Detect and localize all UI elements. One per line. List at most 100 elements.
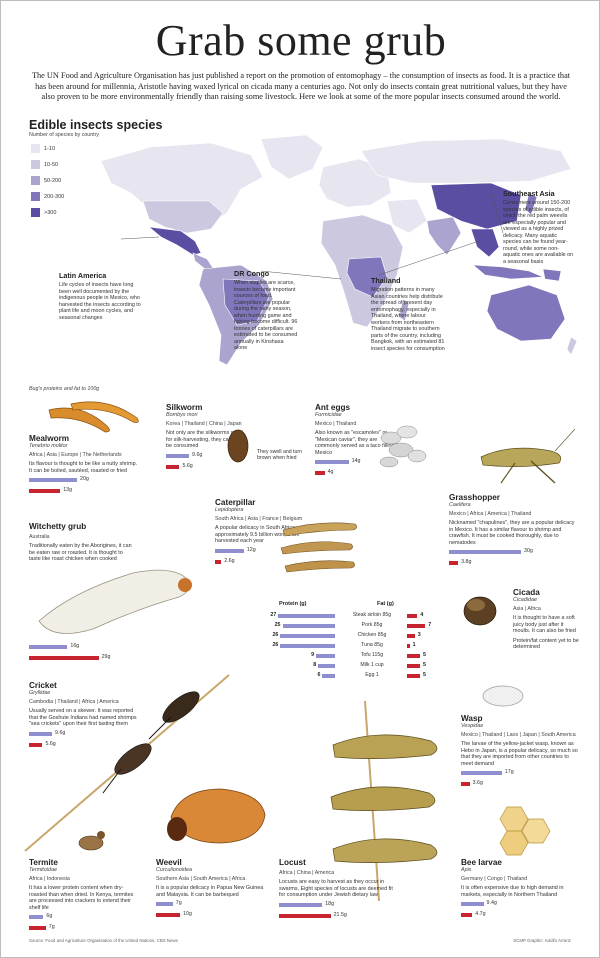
protein-bar [29, 915, 44, 920]
protein-label: 17g [504, 769, 514, 776]
comparison-protein-value: 25 [274, 622, 281, 628]
legend-item: 50-200 [31, 176, 61, 185]
fat-bar [29, 742, 43, 747]
comparison-protein-value: 6 [317, 672, 321, 678]
termite-illustration [78, 831, 105, 851]
usa-shape [142, 200, 224, 234]
map-heading: Edible insects species [29, 118, 163, 132]
insect-weevil: Weevil Curculionoidea Southern Asia | So… [156, 858, 264, 918]
comparison-protein-value: 27 [270, 612, 277, 618]
comparison-protein-bar [322, 674, 335, 678]
australia-shape [486, 284, 566, 342]
fat-bar [461, 782, 470, 787]
comparison-source: Chicken 85g [357, 632, 387, 638]
silkworm-note: They swell and turn brown when fried [257, 449, 302, 462]
comparison-fat-value: 3 [417, 632, 421, 638]
insect-silkworm: Silkworm Bombyx mori Korea | Thailand | … [166, 403, 244, 469]
protein-label: 16g [70, 643, 80, 649]
comparison-fat-bar [407, 634, 415, 638]
cricket-skewer-illustration [24, 674, 230, 852]
indonesia-shape [472, 264, 544, 280]
protein-bar [29, 478, 77, 483]
cicada-illustration [463, 596, 497, 626]
caterpillar-illustration [280, 522, 357, 573]
witchetty-illustration [38, 569, 192, 634]
fat-label: 10g [183, 911, 192, 918]
insect-locust: Locust Africa | China | America Locusts … [279, 858, 393, 918]
brazil-shape [222, 278, 270, 326]
fat-label: 4g [327, 469, 334, 476]
callout-dr-congo: DR Congo When staples are scarce, insect… [234, 269, 298, 351]
protein-bar [461, 771, 502, 776]
legend-item: >300 [31, 208, 56, 217]
fat-label: 2.6g [224, 557, 235, 564]
japan-shape [524, 192, 538, 216]
middle-east-shape [386, 198, 428, 234]
comparison-fat-bar [407, 614, 418, 618]
fat-bar [461, 913, 473, 918]
grasshopper-illustration [480, 428, 576, 484]
comparison-source: Milk 1 cup [360, 662, 384, 668]
fat-bar [449, 561, 459, 566]
fat-label: 5.6g [182, 462, 193, 469]
protein-header: Protein (g) [279, 601, 307, 607]
fat-label: 21.5g [333, 911, 347, 918]
insect-wasp: Wasp Vespidae Mexico | Thailand | Laos |… [461, 714, 578, 787]
comparison-protein-bar [280, 644, 335, 648]
protein-bar [166, 453, 190, 458]
insect-cicada: Cicada Cicadidae Asia | Africa It is tho… [513, 588, 579, 651]
protein-label: 14g [351, 458, 361, 465]
comparison-fat-value: 5 [423, 662, 426, 668]
locust-skewer-illustration [330, 701, 438, 901]
fat-header: Fat (g) [377, 601, 394, 607]
comparison-fat-value: 1 [412, 642, 416, 648]
intro-paragraph: The UN Food and Agriculture Organisation… [31, 71, 571, 102]
greenland-shape [260, 134, 324, 180]
fat-label: 3.8g [461, 559, 472, 566]
fat-label: 5.6g [45, 740, 56, 747]
protein-bar [279, 902, 323, 907]
madagascar-shape [398, 298, 410, 322]
protein-bar [29, 645, 68, 649]
callout-southeast-asia: Southeast Asia Consumers around 150-200 … [503, 189, 574, 265]
protein-bar [449, 550, 521, 555]
insect-cricket: Cricket Gryllidae Cambodia | Thailand | … [29, 681, 137, 747]
fat-bar [156, 913, 180, 918]
map-subtitle: Number of species by country [29, 132, 100, 138]
comparison-source: Pork 85g [361, 622, 383, 628]
credit-note: SCMP Graphic: Adolfo Arranz [513, 938, 571, 943]
fat-label: 3.6g [472, 780, 483, 787]
comparison-protein-bar [318, 664, 335, 668]
protein-label: 6g [46, 913, 53, 920]
comparison-protein-bar [280, 634, 335, 638]
fat-bar [315, 471, 325, 476]
protein-label: 12g [246, 546, 256, 553]
comparison-source: Tuna 85g [361, 642, 383, 648]
comparison-fat-bar [407, 674, 420, 678]
fat-bar [279, 913, 331, 918]
comparison-protein-bar [278, 614, 335, 618]
protein-bar [156, 902, 173, 907]
protein-bar [315, 460, 349, 465]
comparison-fat-value: 4 [420, 612, 424, 618]
world-map [100, 134, 578, 366]
india-shape [426, 216, 462, 256]
fat-bar [29, 489, 61, 494]
png-shape [542, 268, 562, 282]
comparison-source: Tofu 115g [360, 652, 384, 658]
insect-ant-eggs: Ant eggs Formicidae Mexico | Thailand Al… [315, 403, 401, 476]
insect-witchetty: Witchetty grub Australia Traditionally e… [29, 522, 132, 563]
comparison-source: Egg 1 [365, 672, 379, 678]
legend-item: 10-50 [31, 160, 58, 169]
southeast-asia-shape [470, 228, 500, 258]
protein-label: 9.6g [192, 451, 203, 458]
protein-bar [461, 902, 484, 907]
mealworm-illustration [48, 401, 139, 433]
protein-label: 20g [80, 476, 89, 483]
comparison-protein-value: 9 [311, 652, 315, 658]
legend-item: 200-300 [31, 192, 64, 201]
fat-label: 4.7g [475, 911, 486, 918]
insect-caterpillar: Caterpillar Lepidoptera South Africa | A… [215, 498, 303, 564]
legend-item: 1-10 [31, 144, 55, 153]
